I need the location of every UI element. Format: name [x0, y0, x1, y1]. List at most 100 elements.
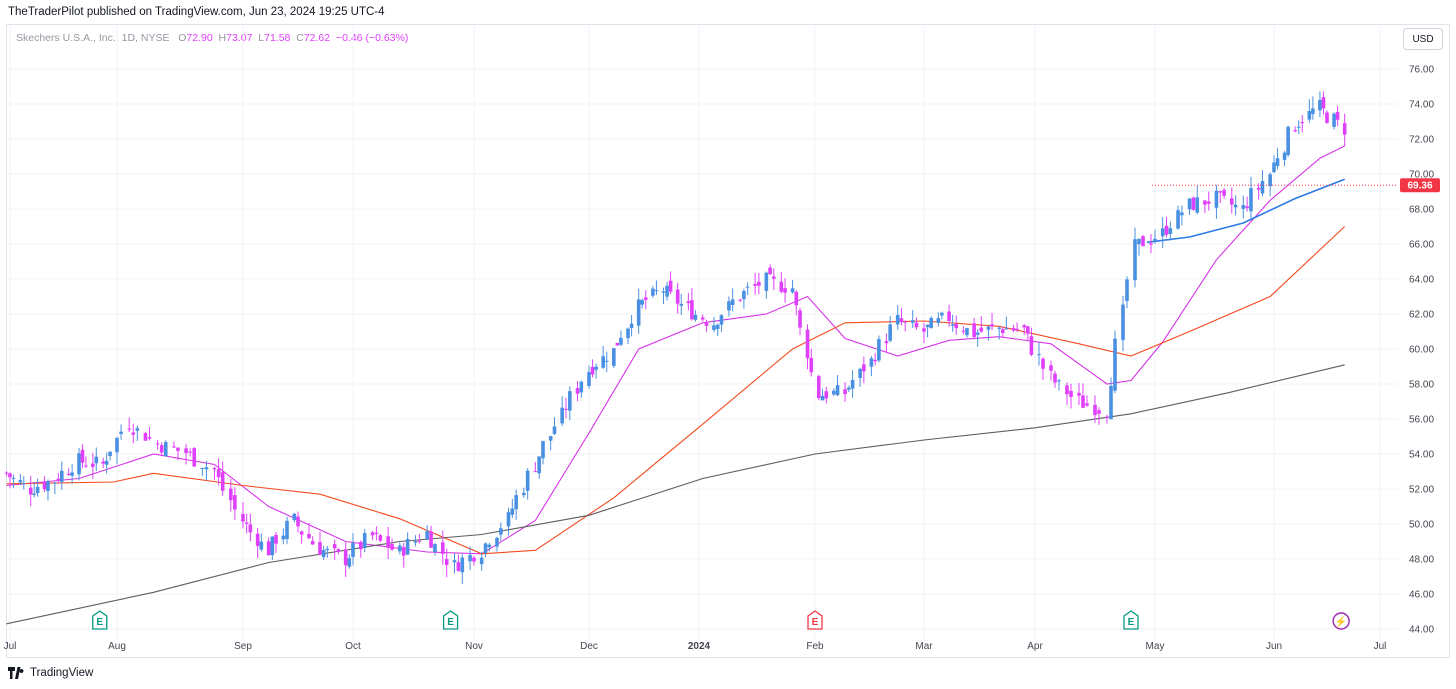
candle-body	[1256, 187, 1261, 190]
candle-body	[604, 360, 609, 362]
candle-body	[351, 542, 355, 557]
candle-body	[764, 272, 769, 291]
candle-body	[274, 534, 278, 544]
candle-body	[564, 408, 568, 410]
price-tick-label: 56.00	[1409, 415, 1434, 426]
candle-body	[1187, 198, 1192, 210]
candle-body	[390, 543, 394, 550]
candle-body	[147, 437, 152, 439]
price-tick-label: 50.00	[1409, 520, 1434, 531]
candle-body	[869, 358, 874, 367]
candle-body	[285, 520, 289, 540]
time-tick-label: Sep	[234, 641, 252, 652]
candle-body	[914, 322, 919, 328]
close-value: 72.62	[303, 32, 331, 44]
candle-body	[318, 542, 322, 555]
candle-body	[1268, 174, 1272, 187]
price-tick-label: 54.00	[1409, 450, 1434, 461]
candle-body	[452, 560, 457, 563]
candle-body	[1318, 99, 1322, 111]
symbol-name: Skechers U.S.A., Inc., 1D, NYSE	[16, 32, 170, 44]
candle-body	[270, 536, 275, 556]
candle-body	[1203, 200, 1207, 205]
price-tick-label: 74.00	[1409, 100, 1434, 111]
candle-body	[850, 379, 855, 389]
candle-body	[8, 473, 12, 478]
candle-body	[119, 431, 123, 434]
candle-body	[53, 482, 57, 484]
candle-body	[321, 549, 326, 558]
candle-body	[1000, 329, 1005, 333]
candle-body	[533, 471, 538, 473]
candle-body	[80, 449, 85, 463]
candle-body	[753, 283, 757, 286]
change-value: −0.46 (−0.63%)	[335, 32, 409, 44]
candle-body	[429, 531, 433, 548]
price-tick-label: 66.00	[1409, 240, 1434, 251]
moving-average-line	[6, 145, 1345, 555]
candle-body	[281, 535, 286, 540]
candle-body	[594, 366, 598, 370]
candle-body	[499, 528, 503, 535]
candle-body	[255, 533, 260, 546]
candle-body	[587, 372, 591, 387]
candle-body	[979, 327, 984, 332]
time-tick-label: Feb	[806, 641, 824, 652]
currency-button[interactable]: USD	[1403, 28, 1443, 50]
candle-body	[374, 532, 379, 534]
candle-body	[91, 463, 95, 467]
candle-body	[816, 376, 821, 398]
candle-body	[1191, 197, 1196, 210]
candle-body	[552, 426, 557, 434]
candle-body	[401, 547, 406, 556]
candle-body	[712, 325, 716, 331]
candle-body	[961, 330, 966, 332]
candle-body	[772, 276, 776, 279]
candle-body	[159, 445, 164, 453]
candle-body	[143, 433, 148, 441]
candle-body	[798, 310, 802, 328]
candle-body	[359, 541, 363, 550]
candle-body	[965, 328, 969, 336]
candle-body	[1022, 325, 1027, 328]
candle-body	[266, 541, 271, 556]
candle-body	[163, 442, 168, 457]
candle-body	[629, 323, 634, 328]
candle-body	[768, 267, 772, 275]
candle-body	[1065, 385, 1069, 395]
candle-body	[425, 531, 429, 540]
candle-body	[922, 328, 926, 332]
candle-body	[835, 385, 840, 396]
candle-body	[212, 468, 217, 470]
candle-body	[299, 531, 304, 535]
candle-body	[1307, 111, 1312, 120]
candle-body	[1081, 395, 1085, 408]
candle-body	[127, 428, 131, 430]
candle-body	[1342, 123, 1347, 135]
candle-body	[1113, 338, 1117, 391]
candle-body	[1109, 385, 1113, 420]
tradingview-logo-icon	[8, 667, 24, 679]
candle-body	[155, 443, 160, 445]
candle-body	[654, 290, 659, 292]
candle-body	[675, 289, 680, 304]
candle-body	[884, 341, 889, 344]
candle-body	[1057, 380, 1061, 382]
candle-body	[472, 557, 476, 562]
candle-body	[433, 544, 437, 553]
candle-body	[94, 456, 99, 464]
candle-body	[483, 543, 488, 554]
candle-body	[1164, 225, 1169, 235]
moving-average-line	[6, 226, 1346, 555]
candle-body	[11, 478, 16, 480]
candle-body	[690, 300, 694, 320]
candle-body	[1180, 212, 1184, 216]
candle-body	[108, 451, 112, 457]
candle-body	[858, 368, 862, 378]
candle-body	[975, 332, 980, 335]
candle-body	[1026, 326, 1030, 334]
candle-body	[1233, 204, 1238, 208]
candle-body	[325, 548, 330, 551]
earnings-marker-label: E	[1128, 617, 1135, 628]
